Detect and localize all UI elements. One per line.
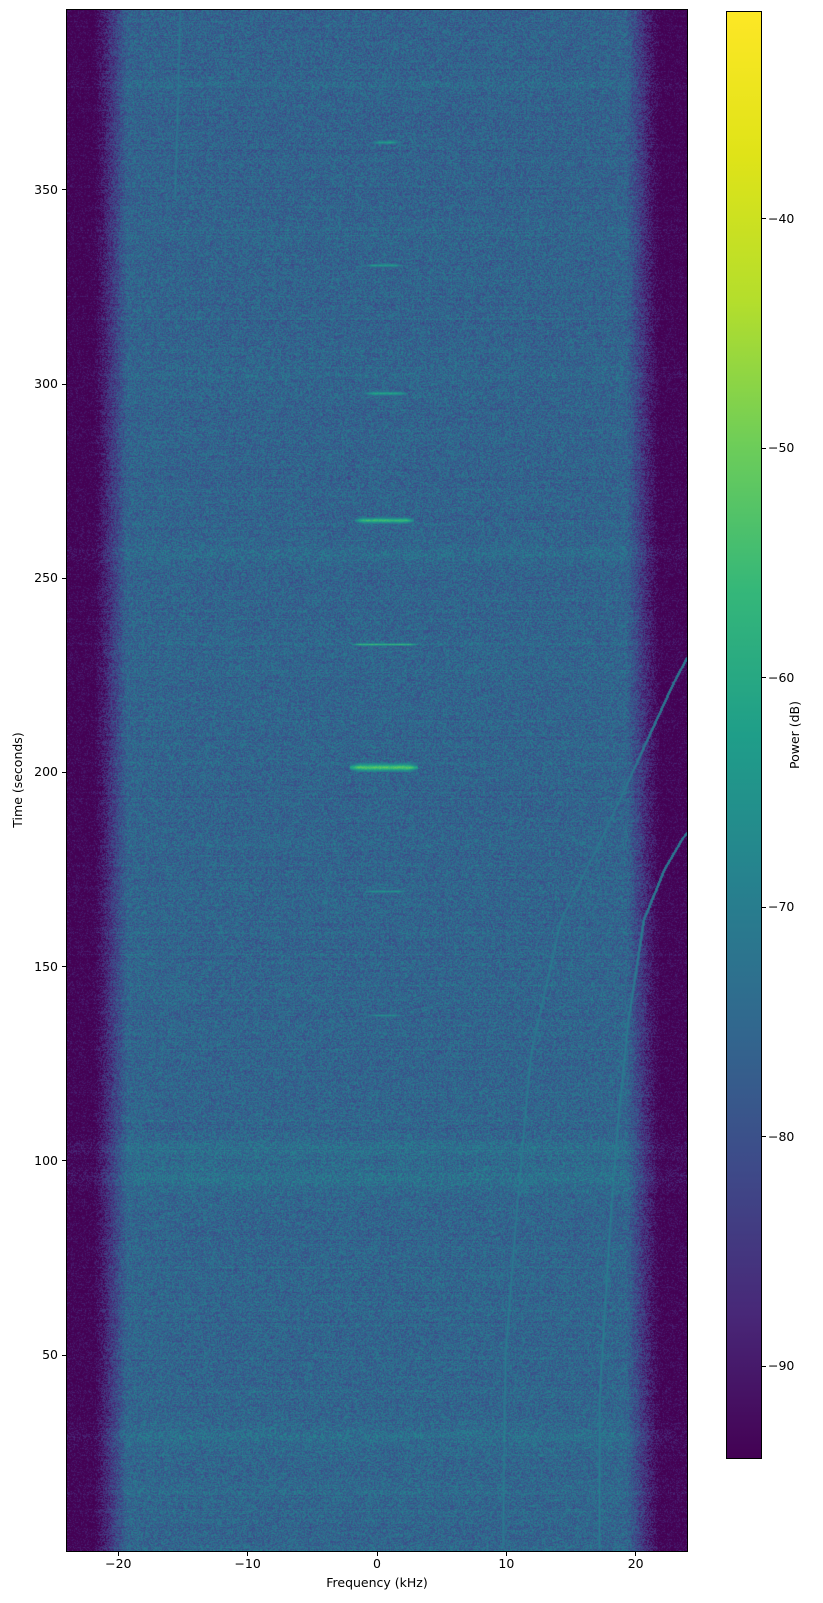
y-tick-label: 300 bbox=[34, 375, 58, 391]
x-axis-label: Frequency (kHz) bbox=[326, 1575, 428, 1590]
colorbar-tick-mark bbox=[762, 447, 766, 449]
y-tick-label: 350 bbox=[34, 181, 58, 197]
colorbar-tick-label: −80 bbox=[768, 1128, 795, 1144]
y-tick-mark bbox=[62, 1354, 66, 1356]
y-tick-label: 50 bbox=[42, 1346, 58, 1362]
y-tick-label: 100 bbox=[34, 1152, 58, 1168]
y-tick-label: 250 bbox=[34, 569, 58, 585]
y-tick-mark bbox=[62, 966, 66, 968]
spectrogram-image bbox=[67, 10, 687, 1551]
y-tick-label: 150 bbox=[34, 958, 58, 974]
y-tick-mark bbox=[62, 383, 66, 385]
x-tick-label: −10 bbox=[234, 1556, 261, 1571]
x-tick-mark bbox=[505, 1552, 507, 1556]
colorbar-gradient bbox=[727, 12, 761, 1458]
colorbar-label: Power (dB) bbox=[786, 700, 802, 770]
y-tick-mark bbox=[62, 189, 66, 191]
colorbar-tick-label: −70 bbox=[768, 898, 795, 914]
x-tick-label: 10 bbox=[498, 1556, 515, 1571]
y-axis-label: Time (seconds) bbox=[9, 732, 25, 828]
colorbar-tick-mark bbox=[762, 218, 766, 220]
y-tick-mark bbox=[62, 771, 66, 773]
x-tick-label: 20 bbox=[627, 1556, 644, 1571]
colorbar-tick-mark bbox=[762, 1365, 766, 1367]
x-tick-mark bbox=[247, 1552, 249, 1556]
colorbar-tick-label: −90 bbox=[768, 1357, 795, 1373]
x-tick-mark bbox=[117, 1552, 119, 1556]
colorbar-tick-mark bbox=[762, 677, 766, 679]
colorbar-tick-label: −50 bbox=[768, 439, 795, 455]
x-tick-label: 0 bbox=[373, 1556, 381, 1571]
y-tick-mark bbox=[62, 1160, 66, 1162]
x-tick-mark bbox=[635, 1552, 637, 1556]
colorbar-tick-label: −40 bbox=[768, 210, 795, 226]
y-tick-label: 200 bbox=[34, 764, 58, 780]
colorbar-tick-mark bbox=[762, 906, 766, 908]
x-tick-mark bbox=[376, 1552, 378, 1556]
x-tick-label: −20 bbox=[105, 1556, 132, 1571]
y-tick-mark bbox=[62, 577, 66, 579]
colorbar-tick-label: −60 bbox=[768, 669, 795, 685]
colorbar-tick-mark bbox=[762, 1136, 766, 1138]
